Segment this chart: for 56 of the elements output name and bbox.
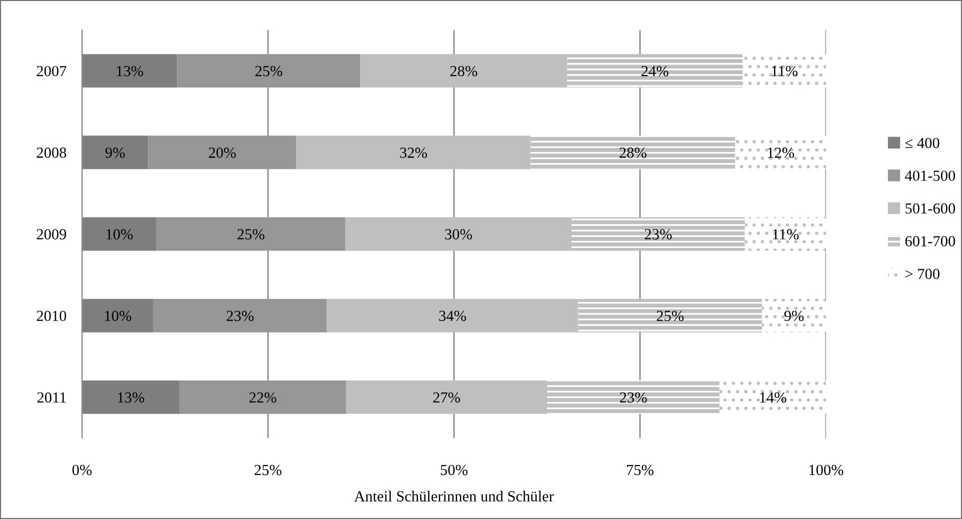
bar xyxy=(296,136,531,170)
data-label: 11% xyxy=(772,66,798,76)
bar xyxy=(567,54,743,88)
data-label: 28% xyxy=(620,148,646,158)
data-label: 13% xyxy=(118,392,144,403)
legend-label: ≤ 400 xyxy=(905,138,940,148)
data-label: 23% xyxy=(620,392,647,403)
data-label: 34% xyxy=(439,310,466,322)
bar xyxy=(530,136,736,170)
bar xyxy=(762,298,826,332)
bar xyxy=(360,54,568,88)
data-label: 11% xyxy=(773,229,799,240)
bar xyxy=(345,217,572,251)
data-label: 30% xyxy=(445,229,472,240)
data-label: 25% xyxy=(238,229,264,240)
bar xyxy=(578,298,762,332)
bar xyxy=(735,136,826,170)
data-label: 23% xyxy=(226,310,254,322)
bar xyxy=(744,217,826,251)
y-tick-label: 2008 xyxy=(36,148,66,158)
legend-label: > 700 xyxy=(905,268,940,280)
bar xyxy=(547,380,720,414)
data-label: 12% xyxy=(768,148,794,158)
data-label: 22% xyxy=(249,392,276,403)
x-tick-label: 25% xyxy=(254,464,282,476)
x-tick-label: 75% xyxy=(627,464,654,476)
data-label: 25% xyxy=(656,310,684,322)
y-tick-label: 2010 xyxy=(36,310,66,322)
data-label: 24% xyxy=(642,66,668,76)
bar xyxy=(572,217,745,251)
bar xyxy=(326,298,578,332)
data-label: 25% xyxy=(255,66,282,76)
data-label: 10% xyxy=(106,229,133,240)
data-label: 28% xyxy=(450,66,478,76)
x-tick-label: 0% xyxy=(72,464,92,476)
data-label: 10% xyxy=(105,310,132,322)
data-label: 9% xyxy=(105,148,125,158)
data-label: 23% xyxy=(644,229,672,240)
bar xyxy=(720,380,826,414)
data-label: 27% xyxy=(433,392,460,403)
x-tick-label: 50% xyxy=(440,464,468,476)
data-label: 14% xyxy=(760,392,786,403)
y-tick-label: 2011 xyxy=(37,392,66,403)
legend-label: 601-700 xyxy=(905,236,956,246)
y-tick-label: 2009 xyxy=(36,229,66,240)
data-label: 9% xyxy=(784,310,804,322)
legend-label: 401-500 xyxy=(905,170,956,181)
data-label: 13% xyxy=(116,66,144,76)
bar xyxy=(346,380,547,414)
legend-label: 501-600 xyxy=(906,203,956,214)
x-tick-label: 100% xyxy=(810,464,844,476)
data-label: 32% xyxy=(400,148,427,158)
data-label: 20% xyxy=(208,148,236,158)
y-tick-label: 2007 xyxy=(36,66,66,76)
bar xyxy=(742,54,826,88)
x-axis-title: Anteil Schülerinnen und Schüler xyxy=(354,490,554,502)
